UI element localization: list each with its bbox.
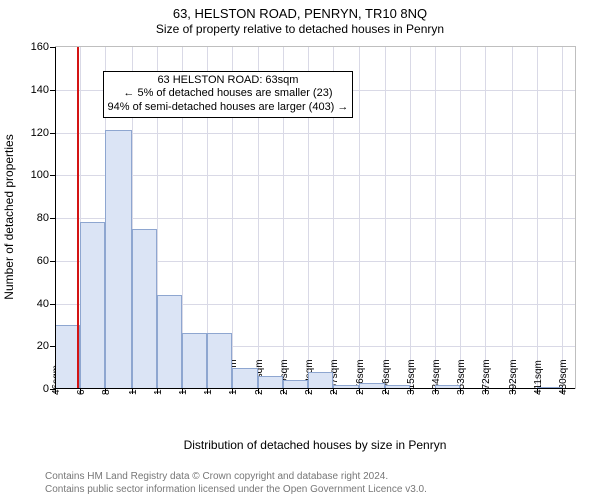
legal-line-1: Contains HM Land Registry data © Crown c… xyxy=(45,471,590,484)
figure-root: 63, HELSTON ROAD, PENRYN, TR10 8NQ Size … xyxy=(0,0,600,500)
gridline-v xyxy=(410,47,411,389)
xtick-mark xyxy=(333,389,334,394)
gridline-h xyxy=(55,175,575,176)
xtick-mark xyxy=(308,389,309,394)
histogram-bar xyxy=(308,372,333,389)
xtick-label: 411sqm xyxy=(533,360,544,395)
xtick-mark xyxy=(512,389,513,394)
legal-line-2: Contains public sector information licen… xyxy=(45,484,590,497)
xtick-mark xyxy=(55,389,56,394)
histogram-bar xyxy=(105,130,131,389)
xtick-mark xyxy=(182,389,183,394)
gridline-v xyxy=(385,47,386,389)
x-axis-line xyxy=(55,388,575,389)
xtick-label: 353sqm xyxy=(456,359,467,395)
histogram-bar xyxy=(207,333,232,389)
xtick-label: 296sqm xyxy=(381,359,392,395)
y-axis-line xyxy=(55,47,56,389)
xtick-mark xyxy=(385,389,386,394)
annotation-line: 94% of semi-detached houses are larger (… xyxy=(108,101,349,115)
xtick-label: 430sqm xyxy=(558,359,569,395)
gridline-v xyxy=(485,47,486,389)
plot-area: 02040608010012014016046sqm65sqm84sqm104s… xyxy=(55,46,576,389)
gridline-v xyxy=(562,47,563,389)
gridline-h xyxy=(55,133,575,134)
xtick-label: 392sqm xyxy=(508,359,519,395)
xtick-mark xyxy=(157,389,158,394)
xtick-mark xyxy=(435,389,436,394)
xtick-mark xyxy=(105,389,106,394)
annotation-line: 63 HELSTON ROAD: 63sqm xyxy=(108,74,349,88)
histogram-bar xyxy=(55,325,80,389)
xtick-label: 315sqm xyxy=(406,359,417,395)
title-block: 63, HELSTON ROAD, PENRYN, TR10 8NQ Size … xyxy=(0,6,600,36)
xtick-mark xyxy=(359,389,360,394)
xtick-label: 372sqm xyxy=(481,359,492,395)
gridline-v xyxy=(512,47,513,389)
histogram-bar xyxy=(182,333,207,389)
histogram-bar xyxy=(80,222,105,389)
xtick-label: 276sqm xyxy=(355,359,366,395)
y-axis-label: Number of detached properties xyxy=(2,134,16,299)
legal-text: Contains HM Land Registry data © Crown c… xyxy=(45,471,590,496)
gridline-v xyxy=(537,47,538,389)
xtick-mark xyxy=(207,389,208,394)
gridline-v xyxy=(460,47,461,389)
xtick-mark xyxy=(80,389,81,394)
gridline-v xyxy=(359,47,360,389)
xtick-mark xyxy=(258,389,259,394)
xtick-mark xyxy=(232,389,233,394)
xtick-mark xyxy=(485,389,486,394)
xtick-mark xyxy=(283,389,284,394)
xtick-mark xyxy=(562,389,563,394)
xtick-mark xyxy=(537,389,538,394)
gridline-v xyxy=(435,47,436,389)
title-main: 63, HELSTON ROAD, PENRYN, TR10 8NQ xyxy=(0,6,600,22)
histogram-bar xyxy=(232,368,258,389)
xtick-mark xyxy=(460,389,461,394)
title-sub: Size of property relative to detached ho… xyxy=(0,22,600,36)
annotation-box: 63 HELSTON ROAD: 63sqm← 5% of detached h… xyxy=(103,71,354,118)
annotation-line: ← 5% of detached houses are smaller (23) xyxy=(108,87,349,101)
xtick-label: 334sqm xyxy=(431,359,442,395)
histogram-bar xyxy=(132,229,157,389)
gridline-h xyxy=(55,218,575,219)
histogram-bar xyxy=(157,295,182,389)
x-axis-label: Distribution of detached houses by size … xyxy=(55,438,575,452)
xtick-mark xyxy=(410,389,411,394)
marker-line xyxy=(77,47,79,389)
xtick-mark xyxy=(132,389,133,394)
